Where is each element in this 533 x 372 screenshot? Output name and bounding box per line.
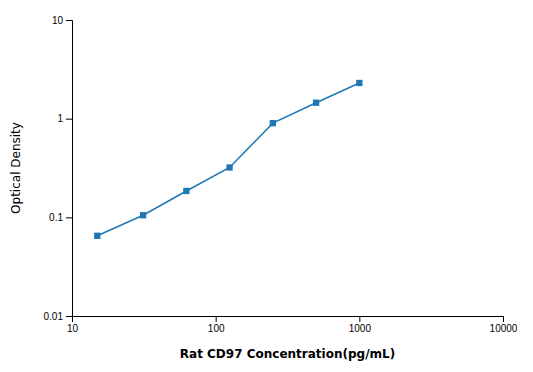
tick-label: 10000 — [490, 323, 518, 334]
axis-line — [66, 21, 73, 317]
tick-mark — [216, 316, 217, 322]
tick-mark — [66, 217, 72, 218]
tick: 10 — [67, 316, 79, 334]
marker — [183, 188, 189, 194]
tick-label: 1000 — [349, 323, 372, 334]
tick-label: 100 — [208, 323, 225, 334]
tick-mark — [66, 316, 72, 317]
tick-label: 10 — [67, 323, 79, 334]
tick-label: 0.01 — [44, 311, 64, 322]
marker — [226, 164, 232, 170]
tick: 1 — [57, 113, 72, 124]
tick: 10000 — [490, 316, 518, 334]
tick-label: 1 — [57, 113, 63, 124]
chart: 10 100 1000 10000 0.01 0.1 1 10 Rat CD97 Concent… — [0, 0, 533, 372]
marker — [94, 233, 100, 239]
tick-mark — [66, 20, 72, 21]
marker — [313, 100, 319, 106]
tick: 0.01 — [44, 311, 72, 322]
tick: 0.1 — [49, 212, 72, 223]
tick-mark — [66, 119, 72, 120]
tick: 1000 — [349, 316, 372, 334]
y-axis-title: Optical Density — [9, 122, 23, 214]
tick: 10 — [52, 15, 72, 26]
x-axis-title: Rat CD97 Concentration(pg/mL) — [180, 347, 395, 361]
tick-label: 0.1 — [49, 212, 63, 223]
series — [94, 80, 362, 239]
plot-area: 10 100 1000 10000 0.01 0.1 1 10 — [44, 15, 518, 334]
tick-mark — [359, 316, 360, 322]
marker — [140, 212, 146, 218]
axis-line — [73, 317, 504, 323]
tick-mark — [503, 316, 504, 322]
tick-label: 10 — [52, 15, 64, 26]
x-axis: 10 100 1000 10000 — [67, 316, 518, 334]
line — [97, 83, 359, 236]
marker — [270, 120, 276, 126]
y-axis: 0.01 0.1 1 10 — [44, 15, 73, 322]
tick: 100 — [208, 316, 225, 334]
marker — [356, 80, 362, 86]
